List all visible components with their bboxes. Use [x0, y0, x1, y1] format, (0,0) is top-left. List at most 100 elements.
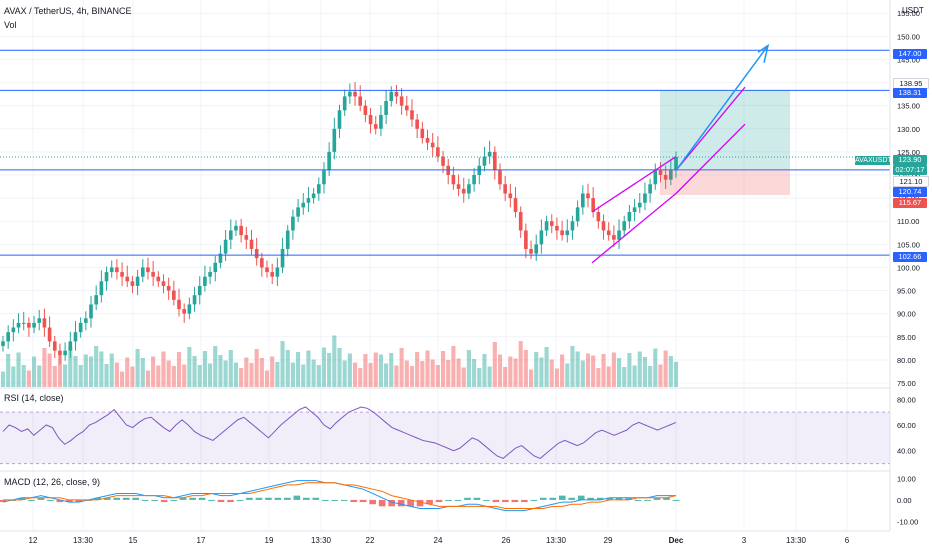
macd-histogram-bar: [435, 499, 443, 503]
candle-body: [601, 221, 606, 231]
candle-body: [544, 221, 549, 231]
volume-bar: [482, 354, 487, 387]
candle-body: [275, 267, 280, 277]
candle-body: [612, 235, 616, 240]
volume-bar: [394, 365, 399, 387]
target-zone: [660, 90, 790, 170]
candle-body: [322, 170, 326, 185]
candle-body: [648, 184, 652, 194]
y-tick-label: 85.00: [897, 333, 916, 342]
volume-bar: [389, 353, 394, 387]
volume-bar: [611, 352, 616, 387]
candle-body: [135, 276, 140, 286]
macd-histogram-bar: [37, 497, 45, 500]
candle-body: [456, 184, 461, 189]
candle-body: [436, 147, 440, 157]
candle-body: [663, 175, 668, 180]
volume-bar: [332, 335, 337, 387]
volume-bar: [296, 352, 301, 387]
currency-label: USDT: [902, 6, 924, 15]
candle-body: [508, 193, 513, 199]
x-tick-label: 13:30: [73, 536, 94, 545]
candle-body: [182, 309, 187, 314]
volume-bar: [451, 346, 456, 387]
volume-bar: [311, 359, 316, 387]
candle-body: [674, 156, 678, 171]
candle-body: [203, 276, 207, 286]
volume-bar: [508, 356, 513, 387]
candle-body: [379, 114, 383, 129]
macd-histogram-bar: [151, 499, 158, 501]
macd-histogram-bar: [445, 499, 452, 501]
rsi-line: [2, 406, 677, 460]
rsi-band: [0, 412, 890, 464]
candle-body: [306, 198, 311, 203]
candle-body: [187, 304, 192, 314]
candle-body: [591, 198, 595, 212]
candle-body: [208, 272, 212, 277]
candle-body: [539, 230, 544, 245]
volume-bar: [213, 346, 218, 387]
volume-bar: [197, 365, 202, 387]
macd-histogram-bar: [606, 497, 613, 500]
candle-body: [581, 193, 585, 208]
volume-bar: [145, 370, 151, 387]
volume-bar: [119, 371, 125, 387]
volume-bar: [673, 361, 679, 387]
macd-histogram-bar: [132, 497, 140, 500]
candle-body: [627, 211, 632, 222]
volume-bar: [78, 365, 83, 387]
macd-histogram-bar: [530, 499, 538, 501]
candle-body: [42, 318, 47, 328]
volume-bar: [208, 363, 213, 387]
volume-bar: [539, 357, 544, 387]
candle-body: [461, 188, 466, 194]
candle-body: [342, 96, 347, 111]
macd-histogram-bar: [274, 497, 282, 500]
volume-bar: [435, 365, 440, 387]
candle-body: [596, 211, 601, 222]
macd-histogram-bar: [492, 499, 500, 503]
volume-bar: [668, 356, 673, 387]
macd-histogram-bar: [388, 499, 395, 507]
volume-bar: [285, 350, 290, 387]
volume-bar: [156, 365, 161, 387]
x-tick-label: 3: [742, 536, 747, 545]
volume-bar: [368, 363, 373, 387]
candle-body: [637, 202, 642, 208]
candle-body: [410, 110, 414, 120]
y-tick-label: 75.00: [897, 379, 916, 388]
volume-bar: [306, 350, 311, 387]
candle-body: [213, 262, 218, 273]
macd-histogram-bar: [596, 497, 604, 500]
candle-body: [363, 105, 368, 115]
candle-body: [575, 207, 580, 222]
volume-bar: [430, 359, 435, 387]
x-tick-label: 17: [197, 536, 206, 545]
macd-histogram-bar: [558, 495, 566, 500]
volume-bar: [11, 366, 16, 387]
candle-body: [606, 230, 611, 236]
candle-body: [529, 248, 533, 254]
volume-bar: [466, 350, 471, 387]
main-pane: [0, 43, 890, 387]
macd-histogram-bar: [568, 497, 576, 500]
volume-bar: [233, 362, 239, 387]
macd-histogram-bar: [625, 497, 632, 500]
volume-bar: [384, 363, 389, 387]
candle-body: [441, 156, 445, 166]
volume-bar: [606, 366, 611, 387]
volume-bar: [73, 356, 78, 387]
x-tick-label: 13:30: [786, 536, 807, 545]
candle-body: [104, 272, 109, 282]
macd-histogram-bar: [397, 499, 405, 507]
candle-body: [223, 239, 228, 254]
macd-histogram-bar: [75, 499, 83, 503]
volume-bar: [523, 350, 528, 387]
candle-body: [586, 193, 590, 199]
volume-bar: [228, 350, 233, 387]
macd-tick-label: 0.00: [897, 496, 912, 505]
candle-body: [555, 225, 559, 231]
macd-histogram-bar: [350, 499, 358, 503]
